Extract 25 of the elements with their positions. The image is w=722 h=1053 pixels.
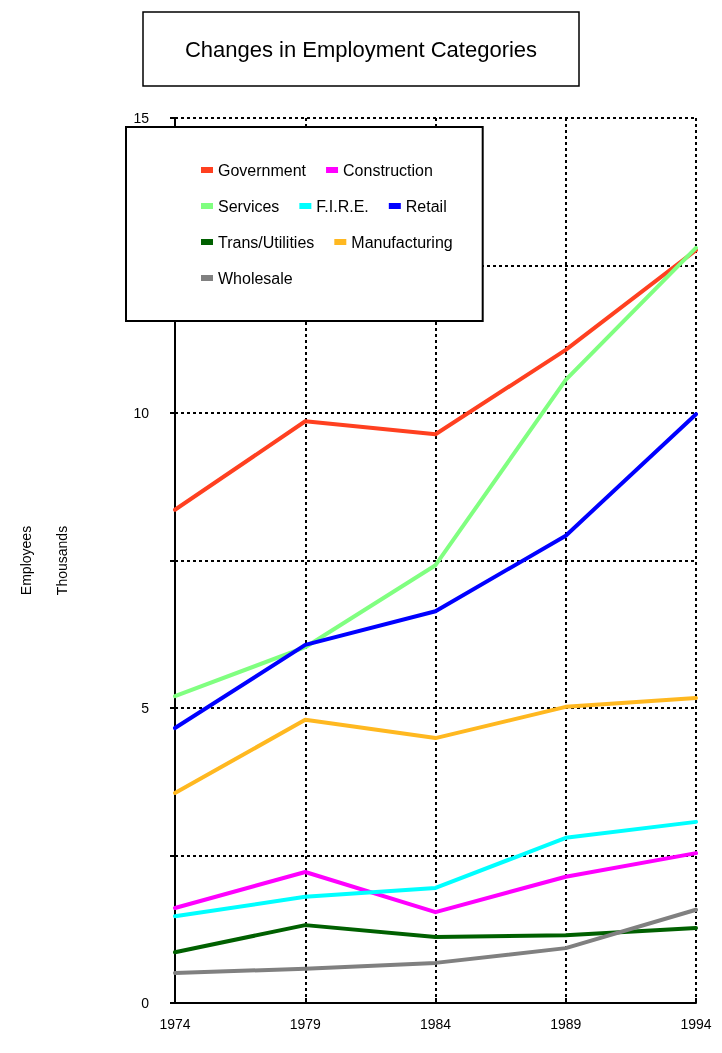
x-tick-label: 1979 [289,1016,322,1032]
chart-title: Changes in Employment Categories [184,36,538,62]
legend-label: Wholesale [218,269,293,287]
line-series [173,851,698,915]
y-tick-label: 15 [133,110,150,126]
y-tick-label: 0 [141,995,150,1011]
x-tick-label: 1989 [550,1016,582,1032]
legend-label: Trans/Utilities [218,233,315,251]
legend-label: F.I.R.E. [316,197,369,215]
x-tick-label: 1974 [159,1016,191,1032]
legend-label: Construction [343,161,433,179]
line-series [173,412,698,731]
y-tick-label: 10 [133,405,150,421]
line-series [173,923,698,955]
text: Employees Thousands [18,525,70,596]
line-series [173,907,698,975]
line-series [173,695,698,795]
legend-label: Services [218,197,280,215]
legend-label: Manufacturing [351,233,453,251]
x-tick-label: 1994 [680,1016,712,1032]
y-tick-label: 5 [141,700,150,716]
line-series [173,819,698,919]
legend-label: Government [218,161,307,179]
legend-label: Retail [405,197,447,215]
x-tick-label: 1984 [419,1016,452,1032]
